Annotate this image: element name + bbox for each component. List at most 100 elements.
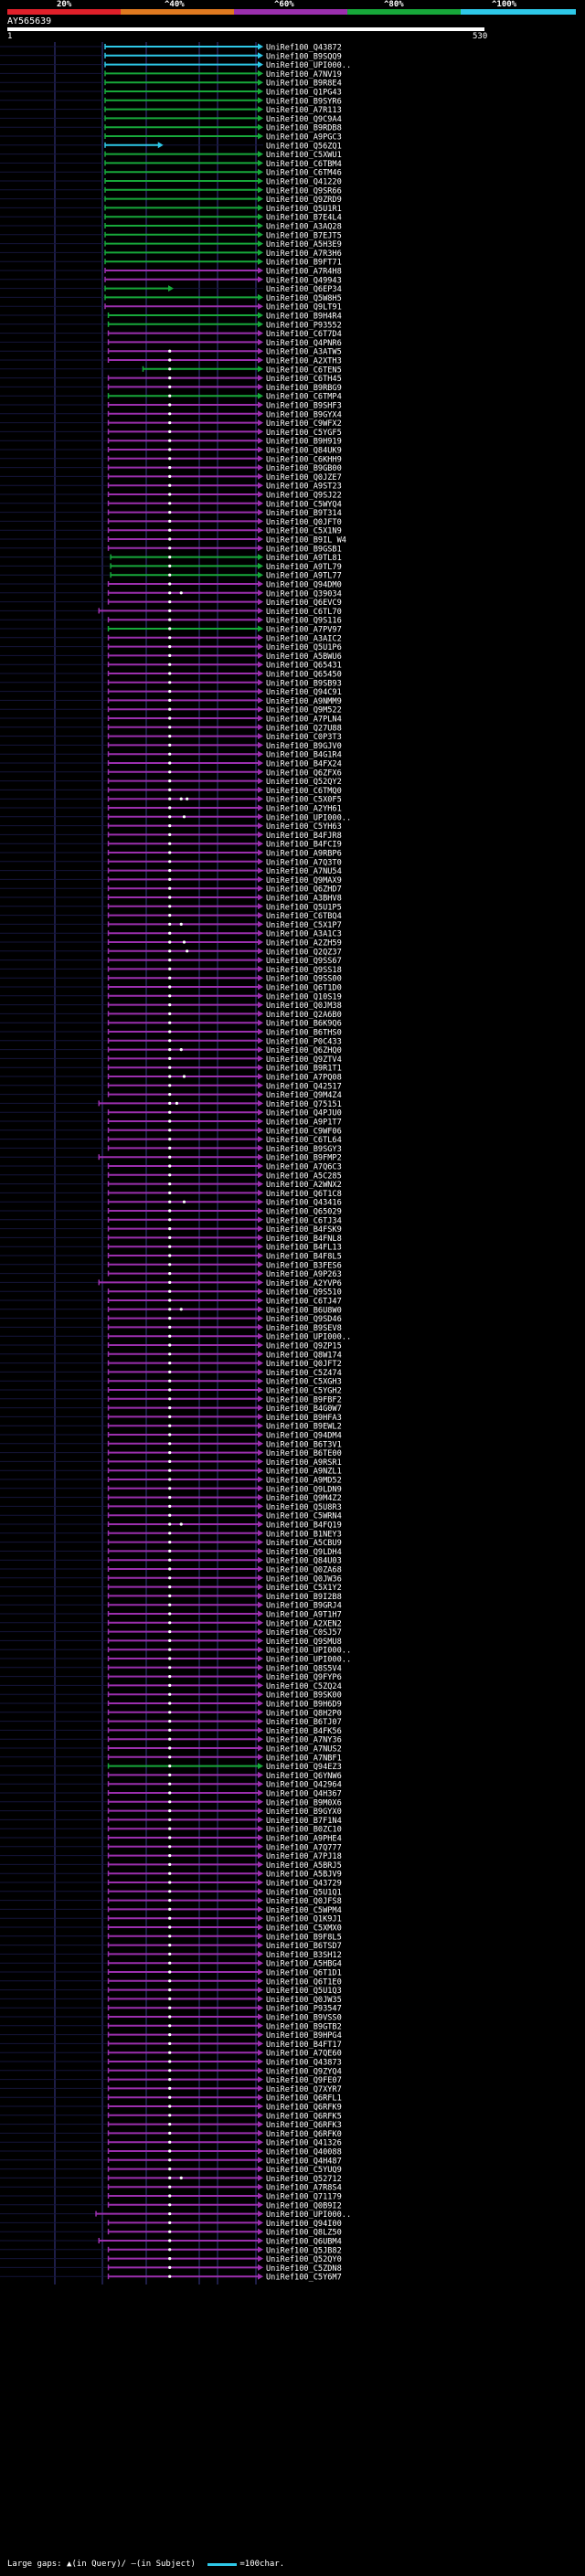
hit-label[interactable]: UniRef100_Q5U1Q3	[266, 1987, 342, 1996]
hit-label[interactable]: UniRef100_B7E4L4	[266, 214, 342, 223]
hit-label[interactable]: UniRef100_B6TJ07	[266, 1718, 342, 1727]
hit-label[interactable]: UniRef100_A7R4H8	[266, 268, 342, 277]
hit-label[interactable]: UniRef100_B4G0W7	[266, 1405, 342, 1414]
hit-label[interactable]: UniRef100_B9EWL2	[266, 1423, 342, 1432]
hit-label[interactable]: UniRef100_B3FES6	[266, 1261, 342, 1270]
hit-label[interactable]: UniRef100_B9R1T1	[266, 1065, 342, 1074]
hit-label[interactable]: UniRef100_A7PV97	[266, 626, 342, 635]
hit-label[interactable]: UniRef100_C5YGH2	[266, 1387, 342, 1396]
hit-label[interactable]: UniRef100_B9I2B8	[266, 1593, 342, 1602]
hit-label[interactable]: UniRef100_B9SK00	[266, 1691, 342, 1701]
hit-label[interactable]: UniRef100_A7PQ08	[266, 1074, 342, 1083]
hit-label[interactable]: UniRef100_P0C433	[266, 1037, 342, 1046]
hit-label[interactable]: UniRef100_UPI000..	[266, 61, 351, 70]
hit-label[interactable]: UniRef100_Q39034	[266, 589, 342, 599]
hit-label[interactable]: UniRef100_Q94DM4	[266, 1432, 342, 1441]
hit-label[interactable]: UniRef100_Q9LDN9	[266, 1485, 342, 1494]
hit-label[interactable]: UniRef100_Q6UBM4	[266, 2238, 342, 2247]
hit-label[interactable]: UniRef100_B4FL13	[266, 1244, 342, 1253]
hit-label[interactable]: UniRef100_A5C285	[266, 1171, 342, 1181]
hit-label[interactable]: UniRef100_B9GYX4	[266, 410, 342, 419]
hit-label[interactable]: UniRef100_A5BWU6	[266, 652, 342, 662]
hit-label[interactable]: UniRef100_B9GSB1	[266, 545, 342, 554]
hit-label[interactable]: UniRef100_Q9MAX9	[266, 876, 342, 885]
hit-label[interactable]: UniRef100_A7QE60	[266, 2050, 342, 2059]
hit-label[interactable]: UniRef100_B9M0X6	[266, 1798, 342, 1807]
hit-label[interactable]: UniRef100_Q9SS00	[266, 975, 342, 984]
hit-label[interactable]: UniRef100_C5XMX0	[266, 1924, 342, 1934]
hit-label[interactable]: UniRef100_C5WRN4	[266, 1512, 342, 1521]
hit-label[interactable]: UniRef100_B9GYX0	[266, 1807, 342, 1817]
hit-label[interactable]: UniRef100_A2XTH3	[266, 357, 342, 366]
hit-label[interactable]: UniRef100_P93552	[266, 321, 342, 330]
hit-label[interactable]: UniRef100_Q52QY0	[266, 2255, 342, 2264]
hit-label[interactable]: UniRef100_Q9S116	[266, 617, 342, 626]
hit-label[interactable]: UniRef100_Q94I00	[266, 2220, 342, 2229]
hit-label[interactable]: UniRef100_Q6RFK3	[266, 2121, 342, 2130]
hit-label[interactable]: UniRef100_Q5JB82	[266, 2246, 342, 2255]
hit-label[interactable]: UniRef100_C5X0F5	[266, 796, 342, 805]
hit-label[interactable]: UniRef100_Q9M522	[266, 706, 342, 716]
hit-label[interactable]: UniRef100_Q8LZ50	[266, 2229, 342, 2238]
hit-label[interactable]: UniRef100_A7Q777	[266, 1843, 342, 1852]
hit-label[interactable]: UniRef100_A9TL77	[266, 572, 342, 581]
hit-label[interactable]: UniRef100_Q5U8R3	[266, 1503, 342, 1512]
hit-label[interactable]: UniRef100_Q43729	[266, 1880, 342, 1889]
hit-label[interactable]: UniRef100_A5CBU9	[266, 1539, 342, 1548]
hit-label[interactable]: UniRef100_B1NEY3	[266, 1530, 342, 1539]
hit-label[interactable]: UniRef100_UPI000..	[266, 1647, 351, 1656]
hit-label[interactable]: UniRef100_B9R8E4	[266, 80, 342, 89]
hit-label[interactable]: UniRef100_C5YGF5	[266, 429, 342, 438]
hit-label[interactable]: UniRef100_Q9ZP15	[266, 1342, 342, 1352]
hit-label[interactable]: UniRef100_A2YVP6	[266, 1279, 342, 1288]
hit-label[interactable]: UniRef100_A5BJV9	[266, 1871, 342, 1880]
hit-label[interactable]: UniRef100_C5YH63	[266, 822, 342, 832]
hit-label[interactable]: UniRef100_B9SGY3	[266, 1145, 342, 1154]
hit-label[interactable]: UniRef100_A9PGC3	[266, 133, 342, 143]
hit-label[interactable]: UniRef100_B9SHF3	[266, 402, 342, 411]
hit-label[interactable]: UniRef100_C6TBQ4	[266, 912, 342, 921]
hit-label[interactable]: UniRef100_B9RBG9	[266, 384, 342, 393]
hit-label[interactable]: UniRef100_A3A1C3	[266, 930, 342, 939]
hit-label[interactable]: UniRef100_Q0JW35	[266, 1996, 342, 2005]
hit-label[interactable]: UniRef100_Q4H487	[266, 2157, 342, 2166]
hit-label[interactable]: UniRef100_B9FMP2	[266, 1154, 342, 1163]
hit-label[interactable]: UniRef100_Q42964	[266, 1781, 342, 1790]
hit-label[interactable]: UniRef100_C5WYQ4	[266, 500, 342, 509]
hit-label[interactable]: UniRef100_Q5U1R1	[266, 205, 342, 214]
hit-label[interactable]: UniRef100_A9TL81	[266, 554, 342, 563]
hit-label[interactable]: UniRef100_A2XEN2	[266, 1619, 342, 1628]
hit-label[interactable]: UniRef100_B0ZC10	[266, 1826, 342, 1835]
hit-label[interactable]: UniRef100_B6TE00	[266, 1449, 342, 1458]
hit-label[interactable]: UniRef100_Q6ZFX6	[266, 769, 342, 778]
hit-label[interactable]: UniRef100_Q40088	[266, 2148, 342, 2157]
hit-label[interactable]: UniRef100_Q4PJU0	[266, 1109, 342, 1118]
hit-label[interactable]: UniRef100_C5Z474	[266, 1369, 342, 1378]
hit-label[interactable]: UniRef100_Q6ZHQ0	[266, 1046, 342, 1055]
hit-label[interactable]: UniRef100_Q0ZA68	[266, 1566, 342, 1575]
hit-label[interactable]: UniRef100_A9TL79	[266, 563, 342, 572]
hit-label[interactable]: UniRef100_Q6RFK0	[266, 2130, 342, 2139]
hit-label[interactable]: UniRef100_B9T314	[266, 509, 342, 518]
hit-label[interactable]: UniRef100_B4G1R4	[266, 751, 342, 760]
hit-label[interactable]: UniRef100_Q9SS18	[266, 966, 342, 975]
hit-label[interactable]: UniRef100_Q6T1E0	[266, 1977, 342, 1987]
hit-label[interactable]: UniRef100_A2WNX2	[266, 1181, 342, 1190]
hit-label[interactable]: UniRef100_Q0JM38	[266, 1002, 342, 1011]
hit-label[interactable]: UniRef100_Q41220	[266, 178, 342, 187]
hit-label[interactable]: UniRef100_Q1PG43	[266, 89, 342, 98]
hit-label[interactable]: UniRef100_Q10S19	[266, 992, 342, 1002]
hit-label[interactable]: UniRef100_B6T3V1	[266, 1440, 342, 1449]
hit-label[interactable]: UniRef100_C5X1Y2	[266, 1584, 342, 1593]
hit-label[interactable]: UniRef100_Q9LT91	[266, 303, 342, 313]
hit-label[interactable]: UniRef100_Q8H2P0	[266, 1709, 342, 1718]
hit-label[interactable]: UniRef100_C6TMQ0	[266, 787, 342, 796]
hit-label[interactable]: UniRef100_C6TL70	[266, 608, 342, 617]
hit-label[interactable]: UniRef100_Q8S5V4	[266, 1664, 342, 1673]
hit-label[interactable]: UniRef100_Q5U1P5	[266, 903, 342, 912]
hit-label[interactable]: UniRef100_C6TJ47	[266, 1298, 342, 1307]
hit-label[interactable]: UniRef100_Q0JFT0	[266, 518, 342, 527]
hit-label[interactable]: UniRef100_A3BHV8	[266, 895, 342, 904]
hit-label[interactable]: UniRef100_Q84UK9	[266, 447, 342, 456]
hit-label[interactable]: UniRef100_Q6T1D0	[266, 984, 342, 993]
